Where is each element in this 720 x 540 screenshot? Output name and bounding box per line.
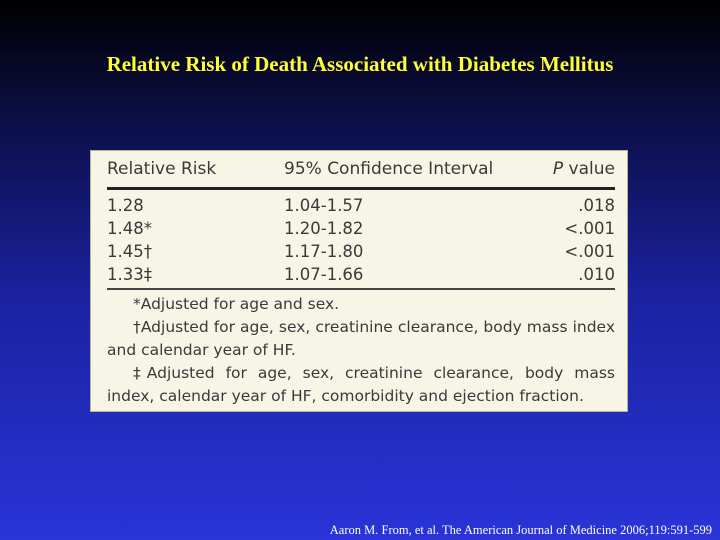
footnote-asterisk: *Adjusted for age and sex. — [133, 295, 340, 313]
header-p-letter: P — [552, 159, 564, 179]
table-row: 1.45† 1.17-1.80 <.001 — [107, 240, 615, 263]
footnotes: *Adjusted for age and sex. †Adjusted for… — [107, 290, 615, 408]
header-p-suffix: value — [563, 159, 615, 179]
citation: Aaron M. From, et al. The American Journ… — [329, 523, 712, 537]
results-table: Relative Risk 95% Confidence Interval P … — [107, 151, 615, 408]
cell-p-value: <.001 — [564, 219, 615, 238]
table-row: 1.33‡ 1.07-1.66 .010 — [107, 263, 615, 286]
cell-relative-risk: 1.28 — [107, 196, 144, 215]
cell-confidence-interval: 1.04-1.57 — [284, 196, 364, 215]
cell-relative-risk: 1.33‡ — [107, 265, 152, 284]
slide-title: Relative Risk of Death Associated with D… — [106, 52, 614, 76]
header-relative-risk: Relative Risk — [107, 159, 217, 179]
cell-relative-risk: 1.48* — [107, 219, 152, 238]
header-p-value: P value — [553, 159, 615, 179]
cell-confidence-interval: 1.07-1.66 — [284, 265, 364, 284]
header-divider — [107, 187, 615, 190]
footnote-dagger: †Adjusted for age, sex, creatinine clear… — [107, 316, 615, 362]
cell-confidence-interval: 1.20-1.82 — [284, 219, 364, 238]
footnote-divider — [107, 288, 615, 290]
footnote-double-dagger-text: ‡Adjusted for age, sex, creatinine clear… — [107, 364, 615, 405]
table-header-row: Relative Risk 95% Confidence Interval P … — [107, 151, 615, 187]
cell-p-value: .010 — [578, 265, 615, 284]
cell-p-value: .018 — [578, 196, 615, 215]
header-confidence-interval: 95% Confidence Interval — [284, 159, 494, 179]
cell-confidence-interval: 1.17-1.80 — [284, 242, 364, 261]
footnote-double-dagger: ‡Adjusted for age, sex, creatinine clear… — [107, 362, 615, 408]
cell-p-value: <.001 — [564, 242, 615, 261]
table-row: 1.48* 1.20-1.82 <.001 — [107, 217, 615, 240]
table-body: 1.28 1.04-1.57 .018 1.48* 1.20-1.82 <.00… — [107, 190, 615, 288]
table-row: 1.28 1.04-1.57 .018 — [107, 194, 615, 217]
results-table-card: Relative Risk 95% Confidence Interval P … — [90, 150, 628, 412]
footnote-dagger-text: †Adjusted for age, sex, creatinine clear… — [107, 318, 615, 359]
cell-relative-risk: 1.45† — [107, 242, 152, 261]
